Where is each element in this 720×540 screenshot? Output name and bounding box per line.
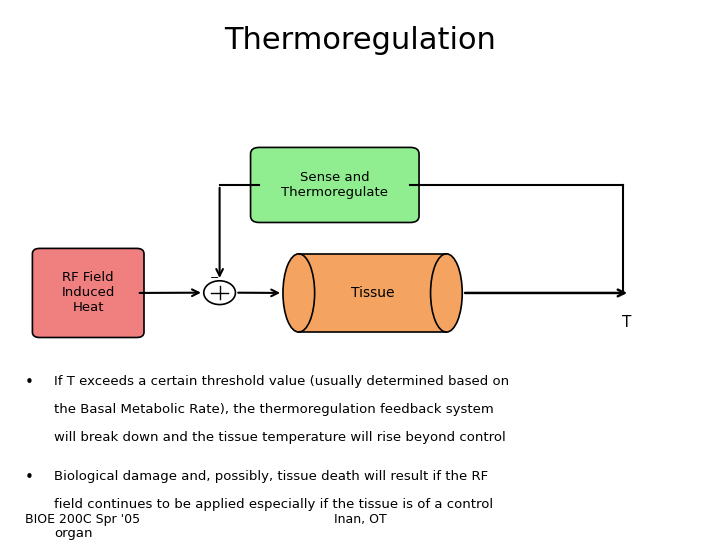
Text: •: • xyxy=(25,470,34,485)
Text: Inan, OT: Inan, OT xyxy=(333,514,387,526)
Text: the Basal Metabolic Rate), the thermoregulation feedback system: the Basal Metabolic Rate), the thermoreg… xyxy=(54,403,494,416)
FancyBboxPatch shape xyxy=(32,248,144,338)
Text: Biological damage and, possibly, tissue death will result if the RF: Biological damage and, possibly, tissue … xyxy=(54,470,488,483)
Ellipse shape xyxy=(431,254,462,332)
Text: will break down and the tissue temperature will rise beyond control: will break down and the tissue temperatu… xyxy=(54,431,505,444)
Text: Tissue: Tissue xyxy=(351,286,395,300)
Bar xyxy=(299,254,446,332)
Text: Sense and
Thermoregulate: Sense and Thermoregulate xyxy=(282,171,388,199)
Text: −: − xyxy=(210,273,220,283)
Text: T: T xyxy=(621,315,631,330)
Text: organ: organ xyxy=(54,526,92,539)
Text: If T exceeds a certain threshold value (usually determined based on: If T exceeds a certain threshold value (… xyxy=(54,375,509,388)
Text: Thermoregulation: Thermoregulation xyxy=(224,26,496,55)
Text: •: • xyxy=(25,375,34,390)
Text: field continues to be applied especially if the tissue is of a control: field continues to be applied especially… xyxy=(54,498,493,511)
Circle shape xyxy=(204,281,235,305)
FancyBboxPatch shape xyxy=(251,147,419,222)
Text: BIOE 200C Spr '05: BIOE 200C Spr '05 xyxy=(25,514,140,526)
Ellipse shape xyxy=(283,254,315,332)
Text: RF Field
Induced
Heat: RF Field Induced Heat xyxy=(61,272,115,314)
